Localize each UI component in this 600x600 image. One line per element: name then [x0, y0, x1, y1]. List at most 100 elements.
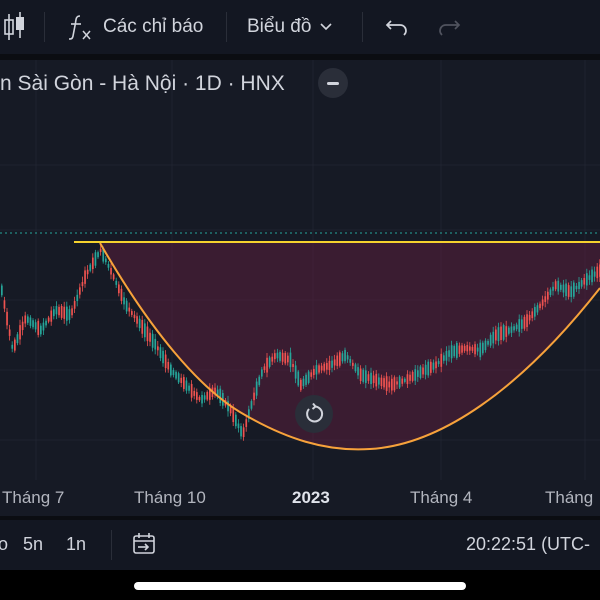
candle-body	[515, 324, 518, 330]
candle-body	[81, 282, 84, 287]
candle-body	[575, 285, 578, 290]
home-indicator[interactable]	[134, 582, 466, 590]
candle-body	[365, 370, 367, 383]
candle-body	[502, 325, 505, 340]
candle-body	[331, 360, 333, 368]
candle-body	[552, 286, 554, 291]
range-button[interactable]: o	[0, 534, 9, 554]
cup-pattern-curve[interactable]	[99, 242, 600, 451]
candle-body	[487, 340, 489, 345]
candle-body	[492, 331, 495, 344]
candle-body	[154, 338, 157, 350]
candle-body	[11, 344, 14, 349]
chart-type-dropdown[interactable]: Biểu đồ	[247, 0, 335, 54]
candle-body	[398, 376, 401, 388]
undo-button[interactable]	[382, 12, 412, 42]
candle-body	[276, 352, 279, 359]
candle-body	[588, 275, 591, 280]
chart-pane[interactable]	[0, 60, 600, 516]
indicators-button[interactable]: Các chỉ báo	[66, 0, 203, 54]
candle-body	[1, 285, 3, 296]
redo-button[interactable]	[434, 12, 464, 42]
candle-body	[300, 379, 302, 391]
collapse-legend-button[interactable]	[318, 68, 348, 98]
timezone-clock[interactable]: 20:22:51 (UTC-	[466, 534, 591, 554]
candle-body	[560, 284, 562, 290]
candle-body	[523, 316, 526, 329]
candle-body	[562, 284, 565, 293]
candle-body	[461, 345, 463, 353]
toolbar-divider	[0, 54, 600, 60]
candle-body	[297, 371, 300, 386]
candle-body	[500, 326, 502, 341]
candle-body	[565, 283, 567, 297]
candle-body	[370, 372, 372, 385]
candle-body	[495, 329, 497, 341]
candle-body	[170, 364, 172, 376]
candle-body	[448, 350, 450, 357]
candle-body	[245, 419, 248, 427]
candle-body	[534, 306, 536, 317]
candle-body	[432, 362, 435, 370]
candle-body	[320, 365, 323, 371]
reset-chart-button[interactable]	[295, 395, 333, 433]
candle-body	[253, 392, 255, 401]
candle-body	[235, 414, 237, 427]
candle-body	[479, 342, 482, 358]
candle-body	[188, 385, 190, 391]
candle-body	[484, 340, 487, 351]
time-axis[interactable]: Tháng 7 Tháng 10 2023 Tháng 4 Tháng	[0, 480, 600, 516]
candle-body	[141, 319, 144, 334]
candle-body	[79, 287, 81, 295]
candle-body	[362, 369, 365, 382]
candle-body	[258, 376, 261, 385]
price-chart[interactable]	[0, 60, 600, 516]
candle-body	[289, 352, 292, 368]
candle-body	[261, 369, 263, 377]
range-button-1d[interactable]: 1n	[66, 534, 87, 554]
system-home-area	[0, 570, 600, 600]
candle-body	[266, 357, 268, 373]
candle-body	[6, 311, 8, 326]
candle-body	[110, 267, 112, 275]
candle-body	[388, 381, 391, 388]
candle-body	[536, 305, 539, 313]
date-range-button[interactable]	[131, 530, 159, 558]
candle-body	[424, 364, 427, 375]
candle-body	[547, 291, 549, 300]
candle-body	[578, 281, 580, 289]
candle-body	[406, 374, 409, 385]
candle-body	[323, 363, 326, 371]
candle-body	[118, 284, 120, 294]
candle-body	[227, 401, 229, 412]
chart-type-label: Biểu đồ	[247, 16, 312, 37]
candle-body	[539, 303, 541, 309]
candle-body	[27, 316, 29, 323]
candle-body	[328, 360, 331, 371]
candle-body	[354, 364, 357, 372]
candle-body	[71, 308, 73, 316]
candle-body	[583, 277, 586, 285]
chart-style-button[interactable]	[0, 0, 30, 54]
candle-body	[422, 367, 424, 375]
candle-body	[133, 314, 136, 319]
candle-body	[385, 376, 388, 391]
candle-body	[396, 381, 398, 385]
candle-body	[53, 309, 55, 317]
range-button-5d[interactable]: 5n	[23, 534, 44, 554]
candle-body	[180, 377, 183, 384]
candle-body	[84, 270, 86, 284]
candle-body	[372, 375, 375, 384]
candle-body	[209, 388, 211, 400]
candle-body	[203, 395, 206, 400]
candle-body	[149, 332, 151, 342]
candle-body	[177, 373, 180, 383]
candle-body	[190, 383, 193, 398]
candle-body	[21, 321, 24, 331]
candle-body	[248, 409, 250, 419]
candle-body	[107, 263, 110, 268]
candle-body	[76, 294, 79, 302]
candle-body	[367, 374, 370, 381]
candle-body	[443, 355, 445, 361]
candle-body	[198, 396, 201, 401]
